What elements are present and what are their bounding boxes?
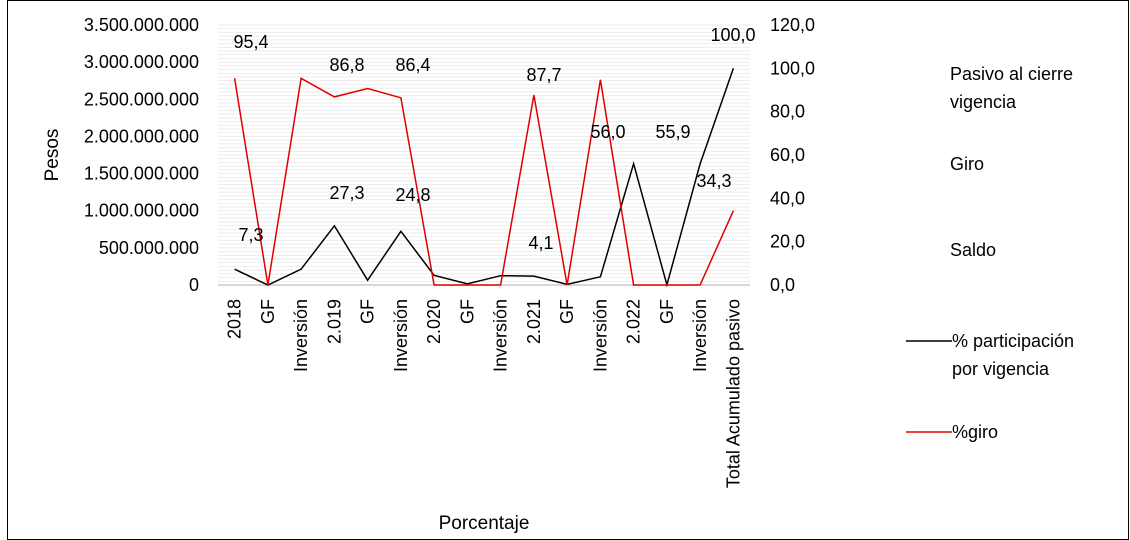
- series-line: [234, 68, 735, 288]
- x-tick-label: 2.022: [624, 299, 644, 344]
- y-tick-label: 0: [189, 275, 199, 295]
- data-label: 56,0: [590, 122, 625, 142]
- data-label: 4,1: [528, 233, 553, 253]
- y-tick-label: 2.000.000.000: [84, 126, 199, 146]
- data-label: 24,8: [395, 185, 430, 205]
- x-tick-label: Inversión: [391, 299, 411, 372]
- y-tick-label: 3.000.000.000: [84, 52, 199, 72]
- x-tick-label: 2018: [225, 299, 245, 339]
- legend-entry: % participación por vigencia: [952, 331, 1074, 379]
- y2-tick-label: 80,0: [770, 102, 805, 122]
- x-tick-label: Inversión: [491, 299, 511, 372]
- legend-entry: %giro: [952, 422, 998, 442]
- data-label: 87,7: [526, 65, 561, 85]
- data-label: 27,3: [329, 183, 364, 203]
- x-tick-label: GF: [557, 299, 577, 324]
- data-label: 86,8: [329, 55, 364, 75]
- y-tick-label: 2.500.000.000: [84, 89, 199, 109]
- y-tick-label: 500.000.000: [99, 238, 199, 258]
- x-tick-label: 2.021: [524, 299, 544, 344]
- series-line: [233, 77, 735, 286]
- y2-tick-label: 40,0: [770, 188, 805, 208]
- x-tick-label: 2.019: [324, 299, 344, 344]
- y-axis-title: Pesos: [42, 129, 63, 182]
- data-label: 55,9: [655, 122, 690, 142]
- x-tick-label: GF: [358, 299, 378, 324]
- y-tick-label: 1.000.000.000: [84, 201, 199, 221]
- y2-tick-label: 100,0: [770, 58, 815, 78]
- legend-entry: Pasivo al cierre vigencia: [950, 64, 1073, 112]
- legend-entry: Saldo: [950, 240, 996, 260]
- data-label: 95,4: [233, 32, 268, 52]
- y-tick-label: 3.500.000.000: [84, 15, 199, 35]
- x-tick-label: 2.020: [424, 299, 444, 344]
- y2-tick-label: 0,0: [770, 275, 795, 295]
- data-label: 34,3: [696, 171, 731, 191]
- x-tick-label: Inversión: [690, 299, 710, 372]
- x-tick-label: GF: [457, 299, 477, 324]
- x-tick-label: Inversión: [291, 299, 311, 372]
- y2-tick-label: 20,0: [770, 232, 805, 252]
- y2-tick-label: 120,0: [770, 15, 815, 35]
- x-tick-label: GF: [258, 299, 278, 324]
- x-axis-title: Porcentaje: [439, 513, 530, 534]
- y-tick-label: 1.500.000.000: [84, 164, 199, 184]
- data-label: 86,4: [395, 55, 430, 75]
- data-label: 100,0: [710, 25, 755, 45]
- x-tick-label: Inversión: [590, 299, 610, 372]
- legend-entry: Giro: [950, 154, 984, 174]
- x-tick-label: Total Acumulado pasivo: [723, 299, 743, 488]
- data-label: 7,3: [238, 225, 263, 245]
- x-tick-label: GF: [657, 299, 677, 324]
- y2-tick-label: 60,0: [770, 145, 805, 165]
